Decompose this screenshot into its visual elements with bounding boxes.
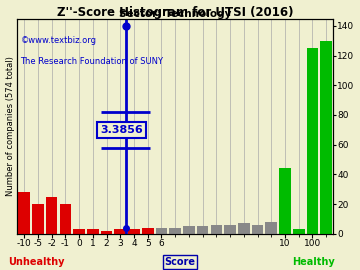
Bar [211, 225, 222, 234]
Text: The Research Foundation of SUNY: The Research Foundation of SUNY [21, 57, 163, 66]
Y-axis label: Number of companies (574 total): Number of companies (574 total) [5, 56, 14, 196]
Text: 3.3856: 3.3856 [100, 125, 143, 135]
Bar [320, 41, 332, 234]
Bar [114, 229, 126, 234]
Bar [183, 226, 195, 234]
Bar [32, 204, 44, 234]
Bar [156, 228, 167, 234]
Text: Sector: Technology: Sector: Technology [119, 9, 231, 19]
Bar [87, 229, 99, 234]
Bar [128, 229, 140, 234]
Bar [142, 228, 154, 234]
Bar [59, 204, 71, 234]
Bar [18, 192, 30, 234]
Text: ©www.textbiz.org: ©www.textbiz.org [21, 36, 96, 45]
Bar [224, 225, 236, 234]
Bar [197, 226, 208, 234]
Bar [101, 231, 112, 234]
Bar [307, 48, 318, 234]
Text: Healthy: Healthy [292, 257, 334, 267]
Bar [252, 225, 264, 234]
Bar [265, 222, 277, 234]
Bar [238, 223, 249, 234]
Title: Z''-Score Histogram for UTSI (2016): Z''-Score Histogram for UTSI (2016) [57, 6, 293, 19]
Bar [46, 197, 58, 234]
Text: Unhealthy: Unhealthy [8, 257, 64, 267]
Bar [73, 229, 85, 234]
Bar [293, 229, 305, 234]
Bar [279, 168, 291, 234]
Text: Score: Score [165, 257, 195, 267]
Bar [169, 228, 181, 234]
